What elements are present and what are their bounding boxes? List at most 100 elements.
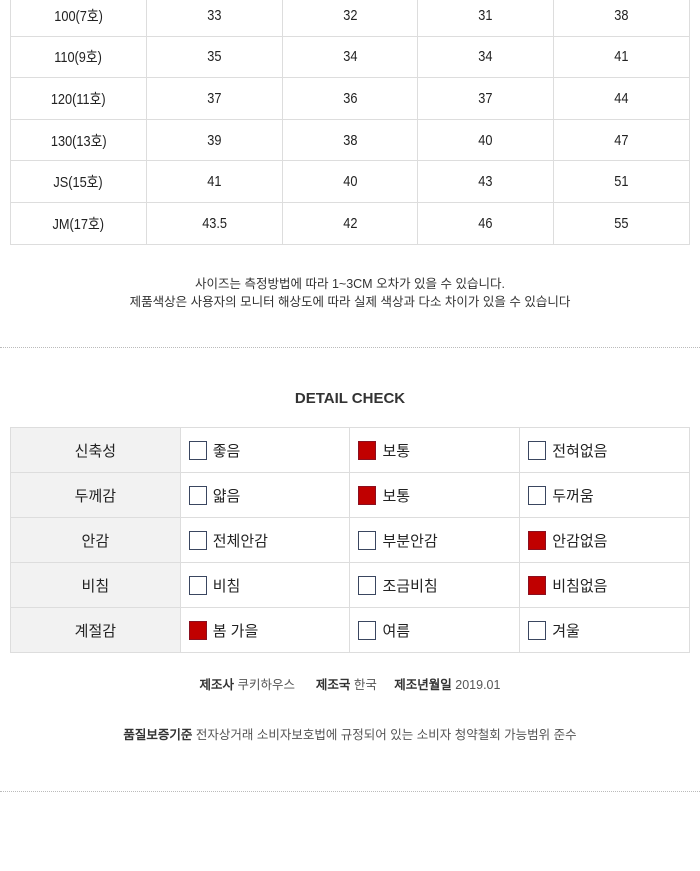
maker-label: 제조사 [199,678,235,692]
size-cell-text: 37 [478,89,493,107]
size-table: 100(7호) 33 32 31 38 110(9호) 35 34 34 41 120(11호) 37… [10,0,690,245]
size-cell: 120(11호) [10,77,147,120]
size-cell-text: 34 [342,48,358,66]
option-text: 전체안감 [212,532,268,550]
quality-info: 품질보증기준 전자상거래 소비자보호법에 규정되어 있는 소비자 청약철회 가능… [0,724,700,743]
divider [0,791,700,792]
size-cell: 34 [417,35,555,79]
size-cell: 32 [281,0,419,37]
size-cell: 43 [417,160,555,203]
size-cell: 39 [145,118,283,162]
detail-option: 여름 [349,607,521,653]
unchecked-box-icon [528,440,547,460]
detail-option: 두꺼움 [519,472,690,518]
detail-option: 비침없음 [519,562,690,608]
size-cell: 42 [281,201,419,245]
size-row: 120(11호) 37 36 37 44 [10,77,690,120]
unchecked-box-icon [358,575,377,595]
size-cell-text: 47 [614,131,629,149]
size-cell: 40 [417,118,555,162]
option-text: 부분안감 [382,532,438,550]
size-cell: 100(7호) [10,0,147,37]
quality-value: 전자상거래 소비자보호법에 규정되어 있는 소비자 청약철회 가능범위 준수 [195,728,577,742]
checked-box-icon [528,575,547,595]
size-row: JM(17호) 43.5 42 46 55 [10,201,690,245]
size-cell: 33 [145,0,283,37]
option-text: 전혀없음 [552,442,608,460]
size-cell: 40 [281,160,419,203]
size-row: 100(7호) 33 32 31 38 [10,0,690,37]
detail-label: 안감 [10,517,181,563]
detail-check-table: 신축성 좋음 보통 전혀없음 두께감 얇음 보통 두꺼움 안감 전체안감 부분안감 안감없음 비침 비침 조… [10,427,690,653]
detail-option: 보통 [349,472,521,518]
size-cell: 38 [553,0,690,37]
detail-option: 겨울 [519,607,690,653]
country-value: 한국 [353,678,377,692]
note-line: 제품색상은 사용자의 모니터 해상도에 따라 실제 색상과 다소 차이가 있을 … [129,295,571,309]
unchecked-box-icon [528,485,547,505]
size-cell: 41 [553,35,690,79]
manufacturer-info: 제조사 쿠키하우스 제조국 한국 제조년월일 2019.01 [0,674,700,693]
detail-label: 계절감 [10,607,181,653]
detail-label: 신축성 [10,427,181,473]
unchecked-box-icon [188,440,207,460]
size-cell-text: 55 [614,214,629,232]
size-cell: 110(9호) [10,35,147,79]
maker-value: 쿠키하우스 [237,678,296,692]
size-row: 130(13호) 39 38 40 47 [10,118,690,162]
size-cell-text: 41 [614,48,629,66]
option-text: 좋음 [212,442,241,460]
size-cell-text: 110(9호) [54,49,103,67]
option-text: 얇음 [212,487,241,505]
size-cell: 130(13호) [10,118,147,162]
detail-row: 두께감 얇음 보통 두꺼움 [10,472,690,518]
size-cell-text: JM(17호) [52,215,105,233]
detail-row: 안감 전체안감 부분안감 안감없음 [10,517,690,563]
size-cell-text: 120(11호) [51,90,106,108]
quality-label: 품질보증기준 [123,728,193,742]
size-cell: 31 [417,0,555,37]
size-cell-text: 41 [207,173,222,191]
unchecked-box-icon [358,530,377,550]
date-value: 2019.01 [455,678,501,692]
option-text: 비침없음 [552,577,608,595]
detail-option: 부분안감 [349,517,521,563]
divider [0,347,700,348]
size-cell-text: 40 [478,131,493,149]
size-cell-text: 100(7호) [54,7,103,25]
size-cell: 43.5 [145,201,283,245]
detail-option: 비침 [179,562,351,608]
size-cell: 55 [553,201,690,245]
size-cell-text: 46 [478,214,493,232]
unchecked-box-icon [188,485,207,505]
size-cell-text: 36 [342,89,358,107]
date-label: 제조년월일 [394,678,452,692]
size-cell: JM(17호) [10,201,147,245]
unchecked-box-icon [188,530,207,550]
size-cell: 37 [417,77,555,120]
size-cell-text: 32 [342,6,358,24]
size-cell-text: 33 [207,6,222,24]
size-cell-text: 35 [207,48,222,66]
size-cell-text: 34 [478,48,493,66]
detail-option: 얇음 [179,472,351,518]
checked-box-icon [358,440,377,460]
size-cell-text: JS(15호) [53,174,104,192]
option-text: 보통 [382,442,411,460]
size-cell-text: 43 [478,173,493,191]
size-cell-text: 37 [207,89,222,107]
unchecked-box-icon [528,620,547,640]
size-cell: 36 [281,77,419,120]
size-cell: 41 [145,160,283,203]
detail-option: 전혀없음 [519,427,690,473]
size-cell-text: 43.5 [201,214,227,232]
size-cell: JS(15호) [10,160,147,203]
detail-label: 비침 [10,562,181,608]
size-cell-text: 38 [614,6,629,24]
option-text: 보통 [382,487,411,505]
detail-option: 안감없음 [519,517,690,563]
size-cell: 37 [145,77,283,120]
detail-option: 봄 가을 [179,607,351,653]
detail-check-title: DETAIL CHECK [294,390,406,407]
checked-box-icon [358,485,377,505]
